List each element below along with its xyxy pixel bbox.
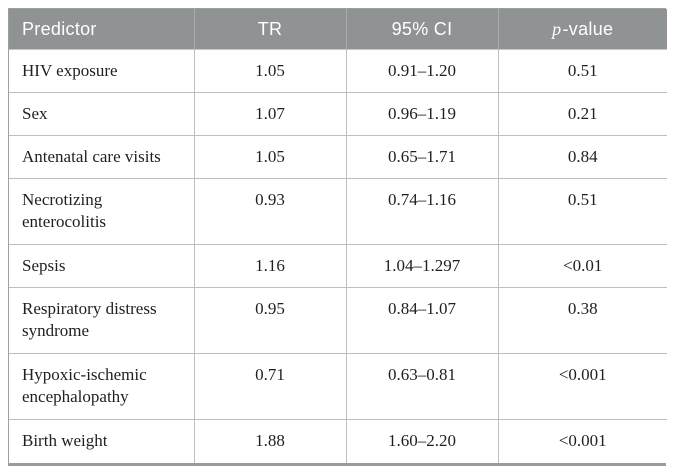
cell-predictor: Respiratory distress syndrome — [9, 287, 195, 354]
table-row: Necrotizing enterocolitis 0.93 0.74–1.16… — [9, 178, 667, 245]
cell-p-value: 0.51 — [497, 49, 667, 93]
cell-ci: 1.04–1.297 — [345, 244, 499, 288]
cell-p-value: <0.001 — [497, 353, 667, 420]
cell-tr: 0.93 — [193, 178, 347, 245]
cell-tr: 1.07 — [193, 92, 347, 136]
cell-predictor: Birth weight — [9, 419, 195, 463]
p-value-italic-p: p — [552, 18, 562, 39]
cell-tr: 0.95 — [193, 287, 347, 354]
cell-ci: 0.91–1.20 — [345, 49, 499, 93]
cell-ci: 0.84–1.07 — [345, 287, 499, 354]
cell-tr: 0.71 — [193, 353, 347, 420]
column-header-predictor: Predictor — [9, 9, 195, 50]
cell-p-value: 0.21 — [497, 92, 667, 136]
table-row: Hypoxic-ischemic encephalopathy 0.71 0.6… — [9, 353, 667, 420]
cell-predictor: Necrotizing enterocolitis — [9, 178, 195, 245]
cell-p-value: 0.51 — [497, 178, 667, 245]
cell-p-value: <0.01 — [497, 244, 667, 288]
table-row: Sex 1.07 0.96–1.19 0.21 — [9, 92, 667, 136]
table-row: HIV exposure 1.05 0.91–1.20 0.51 — [9, 49, 667, 93]
table-row: Antenatal care visits 1.05 0.65–1.71 0.8… — [9, 135, 667, 179]
cell-p-value: 0.38 — [497, 287, 667, 354]
cell-predictor: Sepsis — [9, 244, 195, 288]
cell-p-value: <0.001 — [497, 419, 667, 463]
column-header-p-value: p-value — [498, 9, 667, 50]
cell-predictor: HIV exposure — [9, 49, 195, 93]
cell-ci: 0.74–1.16 — [345, 178, 499, 245]
regression-results-table: Predictor TR 95% CI p-value HIV exposure… — [8, 8, 667, 466]
table-row: Birth weight 1.88 1.60–2.20 <0.001 — [9, 419, 667, 463]
cell-tr: 1.16 — [193, 244, 347, 288]
cell-predictor: Sex — [9, 92, 195, 136]
cell-tr: 1.88 — [193, 419, 347, 463]
cell-ci: 0.65–1.71 — [345, 135, 499, 179]
cell-ci: 0.63–0.81 — [345, 353, 499, 420]
table-row: Sepsis 1.16 1.04–1.297 <0.01 — [9, 244, 667, 288]
p-value-rest: -value — [562, 18, 614, 39]
cell-predictor: Hypoxic-ischemic encephalopathy — [9, 353, 195, 420]
cell-tr: 1.05 — [193, 135, 347, 179]
cell-tr: 1.05 — [193, 49, 347, 93]
table-header-row: Predictor TR 95% CI p-value — [9, 9, 667, 50]
column-header-ci: 95% CI — [346, 9, 499, 50]
cell-ci: 1.60–2.20 — [345, 419, 499, 463]
cell-p-value: 0.84 — [497, 135, 667, 179]
table-row: Respiratory distress syndrome 0.95 0.84–… — [9, 287, 667, 354]
predictor-table: Predictor TR 95% CI p-value HIV exposure… — [9, 9, 667, 463]
cell-ci: 0.96–1.19 — [345, 92, 499, 136]
cell-predictor: Antenatal care visits — [9, 135, 195, 179]
column-header-tr: TR — [194, 9, 347, 50]
